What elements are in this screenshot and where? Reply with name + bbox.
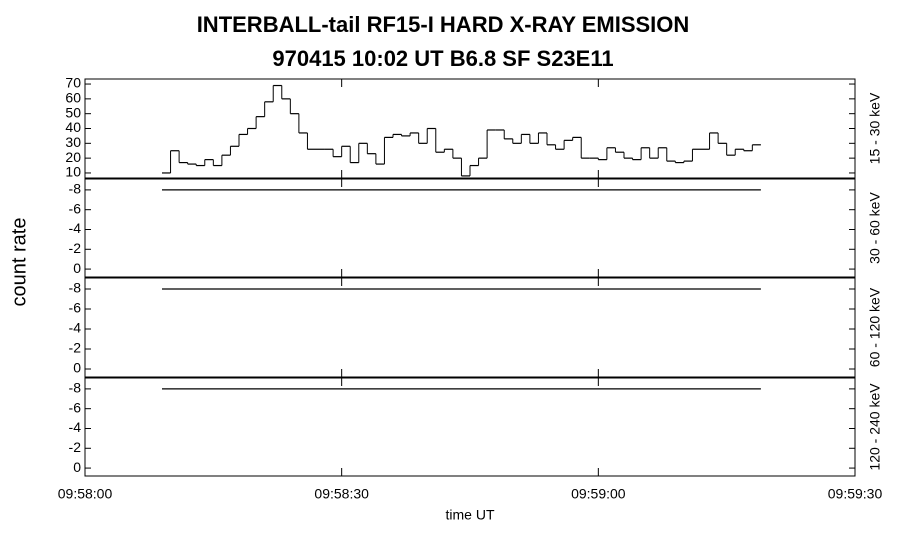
y-tick-label: 0 [73, 260, 81, 276]
panel-frame [84, 377, 856, 477]
y-tick-label: 70 [65, 75, 81, 91]
y-tick-label: -2 [69, 340, 82, 356]
panel-label: 120 - 240 keV [867, 383, 883, 471]
y-tick-label: 60 [65, 90, 81, 106]
y-tick-label: 0 [73, 360, 81, 376]
panel-frame [84, 277, 856, 378]
chart-title: INTERBALL-tail RF15-I HARD X-RAY EMISSIO… [197, 12, 690, 37]
y-tick-label: -2 [69, 439, 82, 455]
y-tick-label: -4 [69, 419, 82, 435]
panel-label: 60 - 120 keV [867, 287, 883, 367]
y-tick-label: -4 [69, 320, 82, 336]
y-tick-label: -8 [69, 280, 82, 296]
panel-frame [84, 178, 856, 278]
y-tick-label: -2 [69, 240, 82, 256]
y-tick-label: 10 [65, 164, 81, 180]
y-tick-label: 40 [65, 119, 81, 135]
y-tick-label: -8 [69, 380, 82, 396]
y-tick-label: -8 [69, 181, 82, 197]
y-axis-label: count rate [8, 218, 30, 307]
x-axis-label: time UT [446, 507, 495, 523]
y-tick-label: -4 [69, 220, 82, 236]
chart-subtitle: 970415 10:02 UT B6.8 SF S23E11 [272, 46, 613, 71]
x-tick-label: 09:59:30 [828, 486, 883, 502]
y-tick-label: 20 [65, 149, 81, 165]
y-tick-label: -6 [69, 399, 82, 415]
y-tick-label: 0 [73, 459, 81, 475]
y-tick-label: -6 [69, 300, 82, 316]
x-tick-label: 09:58:00 [58, 486, 113, 502]
panel-label: 30 - 60 keV [867, 192, 883, 264]
panel-frame [84, 78, 856, 179]
y-tick-label: 30 [65, 134, 81, 150]
y-tick-label: -6 [69, 200, 82, 216]
x-tick-label: 09:58:30 [314, 486, 369, 502]
y-tick-label: 50 [65, 104, 81, 120]
x-tick-label: 09:59:00 [571, 486, 626, 502]
panel-label: 15 - 30 keV [867, 92, 883, 164]
